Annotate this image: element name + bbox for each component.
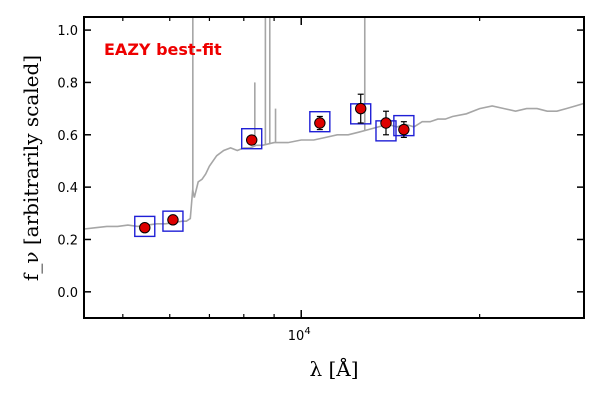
annotation-label: EAZY best-fit [104, 40, 222, 59]
tick-layer: 0.0 0.2 0.4 0.6 0.8 1.0 104 [57, 17, 585, 344]
observed-flux-point [314, 117, 326, 129]
observed-flux-point [167, 214, 179, 226]
model-flux-box [309, 110, 331, 133]
x-tick-label: 104 [288, 326, 311, 344]
x-axis-label: λ [Å] [309, 356, 358, 381]
observed-flux-point [246, 134, 258, 146]
model-flux-box [241, 128, 263, 150]
plot-layer [84, 17, 584, 238]
observed-flux-point [398, 123, 410, 136]
observed-flux-point [380, 117, 392, 129]
template-spectrum-line [84, 102, 584, 230]
observed-flux-point [139, 222, 151, 234]
y-tick-label: 0.0 [57, 286, 78, 301]
observed-flux-point [355, 102, 367, 115]
model-flux-box [162, 210, 184, 232]
model-flux-box [134, 215, 156, 238]
y-tick-label: 1.0 [57, 24, 78, 39]
plot-frame [83, 16, 585, 319]
y-tick-label: 0.6 [57, 129, 78, 144]
y-tick-label: 0.4 [57, 181, 78, 196]
y-tick-label: 0.2 [57, 233, 78, 248]
y-tick-label: 0.8 [57, 76, 78, 91]
y-axis-label: f_ν [arbitrarily scaled] [19, 55, 43, 281]
